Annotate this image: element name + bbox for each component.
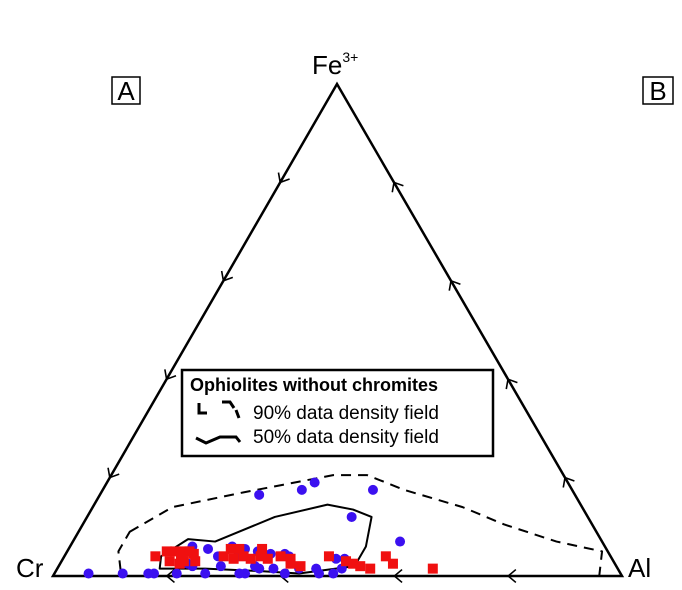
vertex-top-base: Fe xyxy=(312,50,342,80)
legend-title: Ophiolites without chromites xyxy=(190,375,438,395)
data-point-square xyxy=(170,546,181,557)
tick-mark-left-edge xyxy=(164,369,177,381)
tick-mark-right-edge xyxy=(448,279,461,291)
data-point-square xyxy=(257,543,268,554)
data-point-square xyxy=(238,551,249,562)
tick-mark-right-edge xyxy=(505,378,518,390)
data-point-square xyxy=(218,551,229,562)
vertex-label-left: Cr xyxy=(16,553,44,583)
data-point-circle xyxy=(171,568,182,579)
tick-mark-base xyxy=(393,568,403,584)
tick-mark-right-edge xyxy=(562,476,575,488)
data-points xyxy=(83,477,438,579)
data-point-circle xyxy=(328,568,339,579)
vertex-top-superscript: 3+ xyxy=(342,49,358,65)
contour-90-percent xyxy=(117,474,604,577)
data-point-circle xyxy=(215,561,226,572)
data-point-circle xyxy=(309,477,320,488)
data-point-circle xyxy=(200,568,211,579)
data-point-circle xyxy=(279,568,290,579)
legend: Ophiolites without chromites 90% data de… xyxy=(180,368,495,458)
data-point-circle xyxy=(395,536,406,547)
data-point-square xyxy=(285,558,296,569)
data-point-square xyxy=(245,553,256,564)
data-point-circle xyxy=(148,568,159,579)
data-point-square xyxy=(341,556,352,567)
data-point-square xyxy=(188,548,199,559)
tick-mark-right-edge xyxy=(391,181,404,193)
panel-label-a-box xyxy=(111,76,141,105)
tick-mark-left-edge xyxy=(220,270,234,282)
data-point-circle xyxy=(203,543,214,554)
data-point-square xyxy=(255,551,266,562)
panel-label-b-box xyxy=(642,76,674,105)
data-point-square xyxy=(323,551,334,562)
data-point-square xyxy=(174,558,185,569)
data-point-circle xyxy=(367,484,378,495)
panel-label-b: B xyxy=(649,76,666,106)
data-point-square xyxy=(164,556,175,567)
data-point-square xyxy=(161,546,172,557)
legend-item-50-label: 50% data density field xyxy=(253,427,439,448)
data-point-square xyxy=(234,543,245,554)
contour-50-percent xyxy=(158,503,373,575)
data-point-circle xyxy=(268,563,279,574)
legend-solid-swatch xyxy=(195,435,242,445)
data-point-square xyxy=(225,543,236,554)
data-point-circle xyxy=(311,563,322,574)
data-point-square xyxy=(190,556,201,567)
data-point-square xyxy=(295,561,306,572)
data-point-square xyxy=(228,553,239,564)
data-point-square xyxy=(427,563,438,574)
data-point-square xyxy=(355,561,366,572)
tick-mark-base xyxy=(506,568,517,584)
data-point-circle xyxy=(346,511,357,522)
legend-dashed-swatch xyxy=(197,400,241,419)
data-point-square xyxy=(275,551,286,562)
legend-item-90-label: 90% data density field xyxy=(253,403,439,424)
legend-box xyxy=(180,368,495,458)
data-point-circle xyxy=(117,568,128,579)
data-point-square xyxy=(348,558,359,569)
tick-mark-left-edge xyxy=(277,172,290,184)
data-point-square xyxy=(262,553,273,564)
data-point-circle xyxy=(83,568,94,579)
vertex-label-right: Al xyxy=(628,553,651,583)
data-point-square xyxy=(150,551,161,562)
ternary-triangle xyxy=(50,81,625,578)
density-contours xyxy=(117,474,604,577)
data-point-square xyxy=(387,558,398,569)
vertex-label-top: Fe3+ xyxy=(312,49,358,80)
data-point-circle xyxy=(240,568,251,579)
tick-mark-left-edge xyxy=(107,467,120,479)
data-point-circle xyxy=(296,484,307,495)
data-point-circle xyxy=(254,489,265,500)
tick-mark-base xyxy=(165,568,175,584)
panel-label-a: A xyxy=(117,76,135,106)
data-point-square xyxy=(365,563,376,574)
data-point-square xyxy=(380,551,391,562)
